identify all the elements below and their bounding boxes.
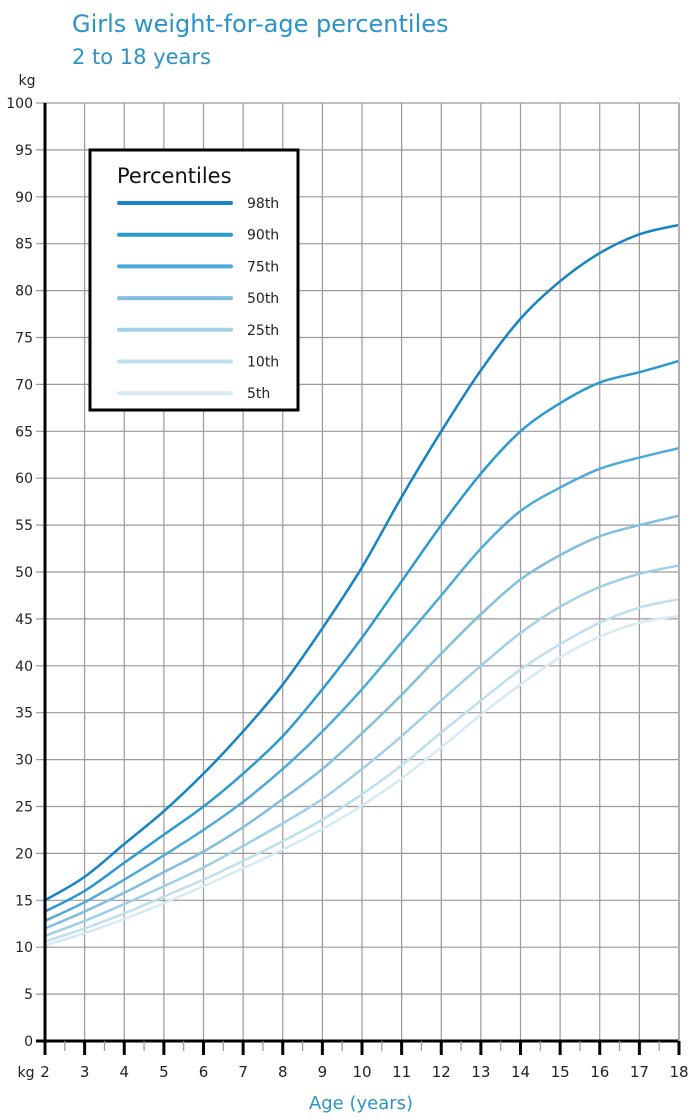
chart-subtitle: 2 to 18 years bbox=[72, 45, 211, 69]
y-tick-label: 0 bbox=[24, 1034, 33, 1050]
legend-label-98th: 98th bbox=[247, 196, 279, 212]
x-axis-label: Age (years) bbox=[308, 1093, 414, 1114]
x-tick-label: 4 bbox=[119, 1063, 129, 1081]
x-tick-label: 12 bbox=[432, 1063, 451, 1081]
x-tick-label: 17 bbox=[630, 1063, 649, 1081]
axes: 0510152025303540455055606570758085909510… bbox=[6, 73, 688, 1081]
y-tick-label: 15 bbox=[15, 893, 33, 909]
y-tick-label: 75 bbox=[15, 331, 33, 347]
y-tick-label: 60 bbox=[15, 471, 33, 487]
x-tick-label: 16 bbox=[590, 1063, 609, 1081]
legend-label-90th: 90th bbox=[247, 228, 279, 244]
y-tick-label: 100 bbox=[6, 96, 33, 112]
y-tick-label: 20 bbox=[15, 846, 33, 862]
legend-title: Percentiles bbox=[117, 164, 232, 188]
legend-label-5th: 5th bbox=[247, 386, 270, 402]
x-tick-label: 14 bbox=[511, 1063, 530, 1081]
x-tick-label: 5 bbox=[159, 1063, 169, 1081]
y-tick-label: 40 bbox=[15, 659, 33, 675]
curve-98th bbox=[44, 223, 680, 902]
y-tick-label: 95 bbox=[15, 143, 33, 159]
x-tick-label: 6 bbox=[199, 1063, 209, 1081]
x-tick-label: 7 bbox=[238, 1063, 248, 1081]
y-tick-label: 10 bbox=[15, 940, 33, 956]
x-tick-label: 18 bbox=[669, 1063, 688, 1081]
legend-label-25th: 25th bbox=[247, 323, 279, 339]
y-tick-label: 30 bbox=[15, 753, 33, 769]
x-tick-label: 13 bbox=[471, 1063, 490, 1081]
legend-label-75th: 75th bbox=[247, 259, 279, 275]
y-unit-bottom: kg bbox=[18, 1065, 35, 1081]
x-tick-label: 2 bbox=[40, 1063, 50, 1081]
chart-title: Girls weight-for-age percentiles bbox=[72, 10, 449, 38]
y-tick-label: 80 bbox=[15, 284, 33, 300]
y-tick-label: 45 bbox=[15, 612, 33, 628]
curve-10th bbox=[44, 597, 680, 943]
grid-lines bbox=[36, 102, 680, 1041]
x-tick-label: 3 bbox=[80, 1063, 90, 1081]
y-tick-label: 85 bbox=[15, 237, 33, 253]
x-tick-label: 15 bbox=[551, 1063, 570, 1081]
x-tick-label: 10 bbox=[352, 1063, 371, 1081]
curve-50th bbox=[44, 514, 680, 930]
y-unit-top: kg bbox=[19, 73, 36, 89]
y-tick-label: 55 bbox=[15, 518, 33, 534]
legend-label-50th: 50th bbox=[247, 291, 279, 307]
x-tick-label: 11 bbox=[392, 1063, 411, 1081]
y-tick-label: 90 bbox=[15, 190, 33, 206]
curve-5th bbox=[44, 614, 680, 947]
legend: Percentiles 98th 90th 75th 50th 25th 10th 5th bbox=[88, 148, 300, 412]
legend-box bbox=[88, 148, 300, 412]
percentile-curves bbox=[44, 223, 680, 947]
curve-90th bbox=[44, 359, 680, 913]
legend-label-10th: 10th bbox=[247, 355, 279, 371]
y-tick-label: 50 bbox=[15, 565, 33, 581]
y-tick-label: 5 bbox=[24, 987, 33, 1003]
curve-75th bbox=[44, 446, 680, 923]
x-tick-label: 8 bbox=[278, 1063, 288, 1081]
y-tick-label: 35 bbox=[15, 706, 33, 722]
y-tick-label: 70 bbox=[15, 377, 33, 393]
x-tick-label: 9 bbox=[318, 1063, 328, 1081]
curve-25th bbox=[44, 564, 680, 938]
y-tick-label: 25 bbox=[15, 800, 33, 816]
y-tick-label: 65 bbox=[15, 424, 33, 440]
